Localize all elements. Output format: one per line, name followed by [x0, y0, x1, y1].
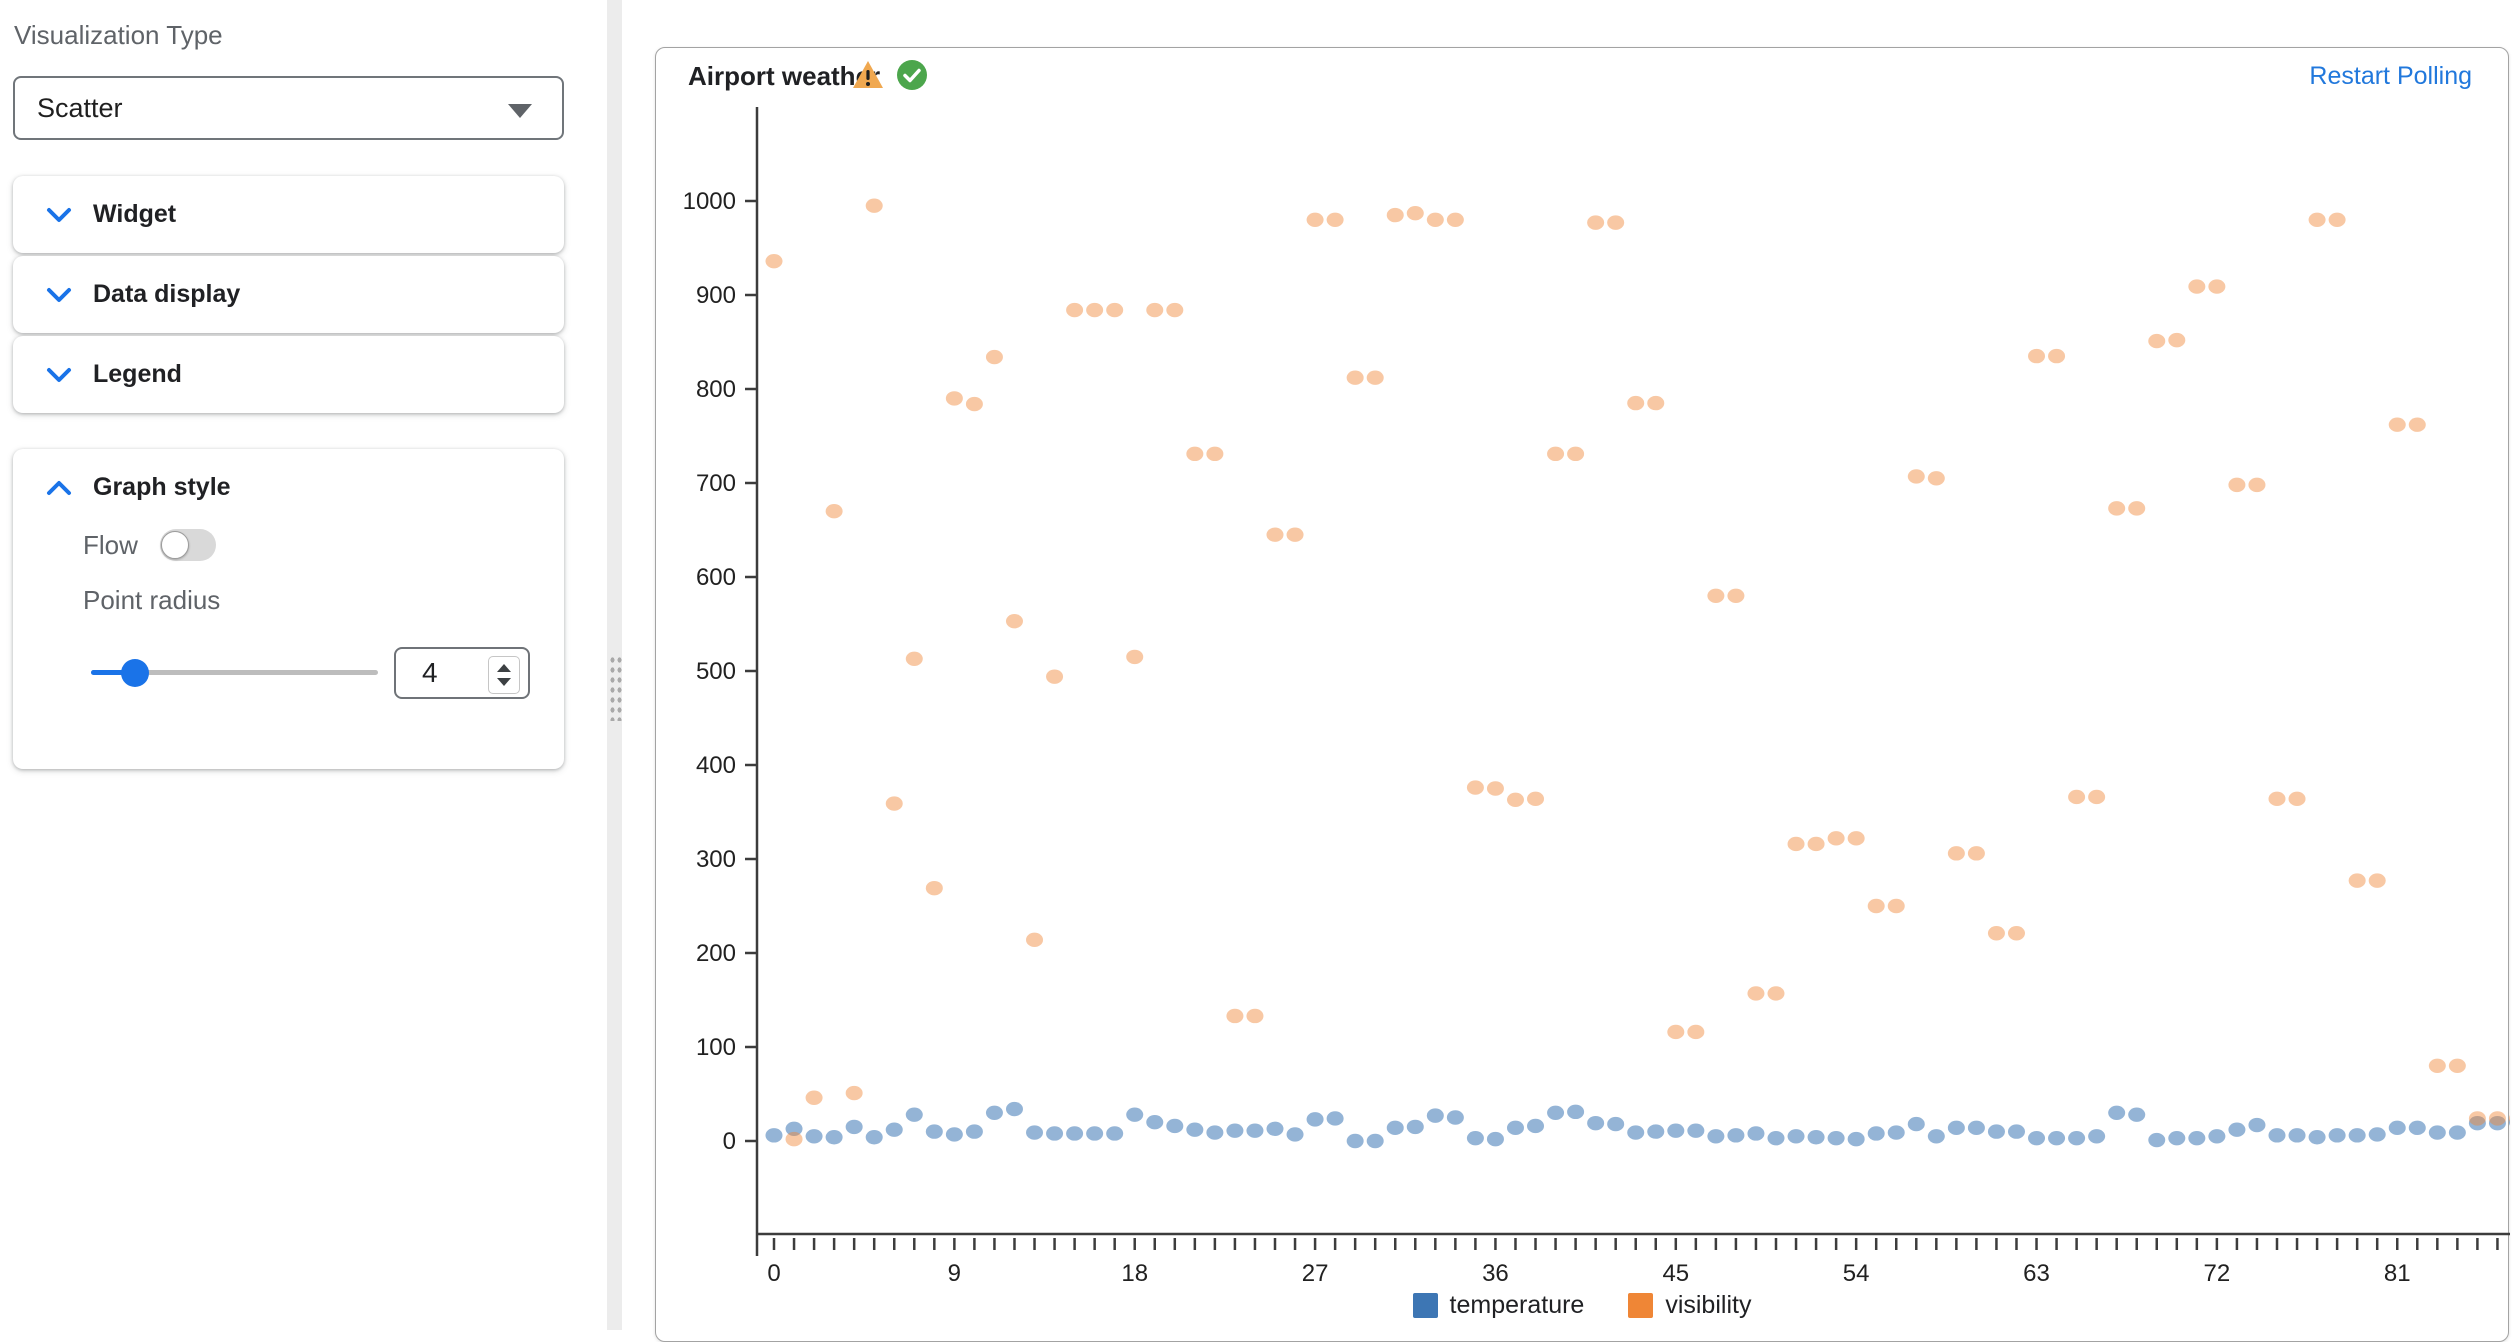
legend-swatch-icon [1412, 1293, 1438, 1318]
legend-label: temperature [1449, 1291, 1585, 1319]
series-visibility [765, 198, 2510, 1147]
svg-text:9: 9 [948, 1260, 961, 1287]
section-label-widget: Widget [93, 200, 177, 228]
stepper-down-icon[interactable] [497, 678, 511, 686]
warning-icon [853, 61, 883, 88]
point-radius-label: Point radius [83, 585, 221, 615]
section-header-widget[interactable]: Widget [13, 176, 564, 253]
section-header-data-display[interactable]: Data display [13, 256, 564, 333]
point-radius-value: 4 [422, 657, 438, 688]
svg-text:54: 54 [1843, 1260, 1870, 1287]
svg-text:500: 500 [696, 658, 736, 685]
series-temperature [765, 1101, 2510, 1149]
point-radius-input[interactable]: 4 [394, 647, 530, 699]
x-axis: 0 9 18 27 36 45 54 63 72 81 [755, 1232, 2510, 1287]
svg-text:18: 18 [1121, 1260, 1148, 1287]
visualization-type-value: Scatter [37, 92, 123, 123]
section-label-data-display: Data display [93, 280, 241, 308]
y-axis: 0 100 200 300 400 500 600 700 800 900 1000 [683, 107, 759, 1234]
svg-text:63: 63 [2023, 1260, 2050, 1287]
chart-title: Airport weather [688, 61, 881, 91]
chart-panel: Airport weather Restart Polling 0 100 200 3… [655, 47, 2510, 1342]
chevron-down-icon [47, 287, 71, 302]
restart-polling-link[interactable]: Restart Polling [2309, 62, 2472, 90]
svg-text:400: 400 [696, 752, 736, 779]
flow-toggle-knob [160, 531, 189, 559]
svg-text:81: 81 [2384, 1260, 2411, 1287]
section-card-data-display: Data display [13, 256, 564, 333]
flow-label: Flow [83, 529, 138, 560]
svg-text:45: 45 [1662, 1260, 1689, 1287]
svg-text:900: 900 [696, 282, 736, 309]
success-check-icon [897, 60, 927, 90]
chart-legend: temperature visibility [656, 1291, 2508, 1320]
svg-text:1000: 1000 [683, 188, 736, 215]
svg-text:700: 700 [696, 470, 736, 497]
section-card-legend: Legend [13, 336, 564, 413]
select-caret-icon [508, 104, 532, 118]
svg-text:36: 36 [1482, 1260, 1509, 1287]
stepper-up-icon[interactable] [497, 664, 511, 672]
legend-swatch-icon [1628, 1293, 1654, 1318]
legend-label: visibility [1665, 1291, 1752, 1319]
point-radius-slider-track[interactable] [91, 670, 378, 675]
legend-item-temperature[interactable]: temperature [1412, 1291, 1585, 1320]
section-card-widget: Widget [13, 176, 564, 253]
flow-toggle[interactable] [159, 529, 216, 561]
section-label-graph-style: Graph style [93, 473, 231, 501]
svg-text:0: 0 [723, 1128, 736, 1155]
section-header-graph-style[interactable]: Graph style [13, 449, 564, 526]
flow-setting-row: Flow [83, 529, 216, 561]
chevron-down-icon [47, 207, 71, 222]
scatter-chart: 0 100 200 300 400 500 600 700 800 900 1000 0 9 18 27 3… [683, 107, 2510, 1287]
section-header-legend[interactable]: Legend [13, 336, 564, 413]
svg-text:72: 72 [2204, 1260, 2231, 1287]
divider-drag-handle-icon[interactable] [609, 655, 622, 721]
svg-text:800: 800 [696, 376, 736, 403]
visualization-type-select[interactable]: Scatter [13, 76, 564, 140]
svg-text:300: 300 [696, 846, 736, 873]
svg-text:200: 200 [696, 940, 736, 967]
svg-text:27: 27 [1302, 1260, 1329, 1287]
point-radius-slider-handle[interactable] [121, 659, 149, 687]
settings-sidebar: Visualization Type Scatter Widget Data d… [0, 0, 613, 1330]
visualization-type-label: Visualization Type [14, 20, 223, 50]
legend-item-visibility[interactable]: visibility [1628, 1291, 1751, 1320]
svg-text:600: 600 [696, 564, 736, 591]
chevron-up-icon [47, 480, 71, 495]
point-radius-slider-fill [91, 670, 135, 675]
section-label-legend: Legend [93, 360, 182, 388]
svg-text:100: 100 [696, 1034, 736, 1061]
svg-text:0: 0 [767, 1260, 780, 1287]
chevron-down-icon [47, 367, 71, 382]
section-card-graph-style: Graph style Flow Point radius 4 [13, 449, 564, 769]
number-stepper[interactable] [488, 656, 520, 694]
